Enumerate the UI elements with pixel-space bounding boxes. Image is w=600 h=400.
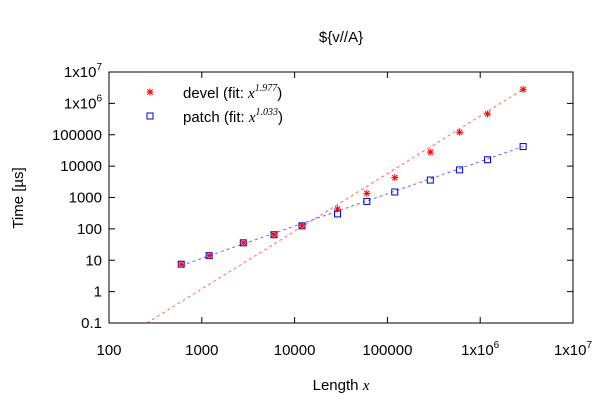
patch-point bbox=[391, 188, 399, 196]
devel-point bbox=[456, 128, 464, 136]
legend-marker-devel bbox=[146, 88, 154, 96]
patch-point bbox=[426, 176, 434, 184]
x-axis-label-var: x bbox=[362, 378, 370, 394]
devel-point bbox=[298, 222, 306, 230]
devel-point bbox=[270, 231, 278, 239]
y-axis-label: Time [µs] bbox=[10, 167, 27, 228]
x-tick-label: 1000 bbox=[185, 342, 218, 359]
y-tick-labels: 0.1 1 10 100 1000 10000 100000 1x106 1x107 bbox=[52, 62, 103, 332]
devel-point bbox=[484, 110, 492, 118]
devel-point bbox=[205, 252, 213, 260]
patch-point bbox=[363, 197, 371, 205]
x-tick-label: 100000 bbox=[362, 342, 412, 359]
axis-ticks bbox=[108, 71, 574, 324]
plot-frame bbox=[108, 71, 574, 324]
fit-lines bbox=[146, 88, 524, 324]
legend: devel (fit: x1.977) patch (fit: x1.033) bbox=[146, 83, 283, 126]
y-tick-label: 100 bbox=[77, 221, 102, 238]
devel-point bbox=[363, 189, 371, 197]
x-axis-label: Length x bbox=[313, 377, 370, 394]
data-markers bbox=[177, 85, 527, 268]
y-tick-label: 1x106 bbox=[64, 93, 103, 112]
chart-title: ${v//A} bbox=[319, 29, 363, 46]
x-tick-label: 1x107 bbox=[554, 340, 593, 359]
x-tick-label: 10000 bbox=[274, 342, 316, 359]
y-tick-label: 1 bbox=[94, 284, 102, 301]
x-tick-label: 1x106 bbox=[461, 340, 500, 359]
devel-point bbox=[177, 260, 185, 268]
y-tick-label: 1000 bbox=[69, 190, 102, 207]
y-tick-label: 1x107 bbox=[64, 62, 103, 81]
x-tick-labels: 100 1000 10000 100000 1x106 1x107 bbox=[96, 340, 592, 359]
legend-label-devel: devel (fit: x1.977) bbox=[183, 83, 282, 102]
patch-point bbox=[484, 156, 492, 164]
x-tick-label: 100 bbox=[96, 342, 121, 359]
devel-point bbox=[334, 205, 342, 213]
patch-fit-line bbox=[181, 146, 524, 266]
y-tick-label: 0.1 bbox=[81, 315, 102, 332]
x-axis-label-text: Length bbox=[313, 377, 359, 394]
legend-label-patch: patch (fit: x1.033) bbox=[183, 107, 283, 126]
devel-fit-line bbox=[146, 88, 524, 324]
devel-point bbox=[519, 85, 527, 93]
patch-point bbox=[519, 143, 527, 151]
y-tick-label: 100000 bbox=[52, 127, 102, 144]
y-tick-label: 10000 bbox=[60, 158, 102, 175]
devel-point bbox=[239, 239, 247, 247]
devel-point bbox=[426, 148, 434, 156]
patch-point bbox=[456, 166, 464, 174]
y-tick-label: 10 bbox=[85, 252, 102, 269]
devel-point bbox=[391, 174, 399, 182]
legend-marker-patch bbox=[146, 112, 154, 120]
